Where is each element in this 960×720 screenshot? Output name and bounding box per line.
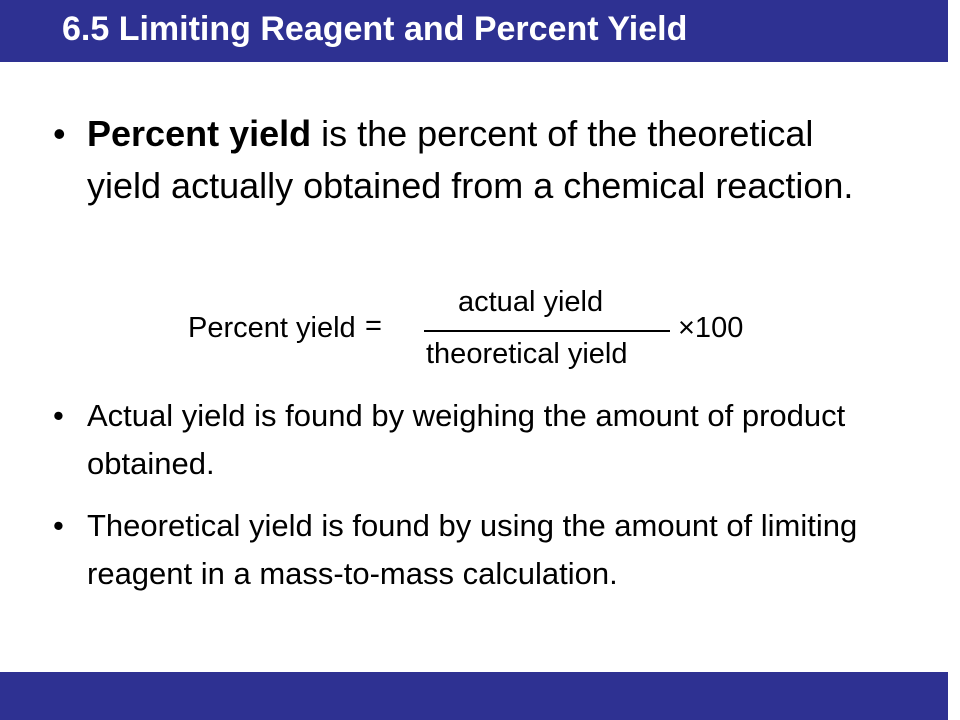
formula-denominator: theoretical yield xyxy=(426,338,628,370)
formula-equals: = xyxy=(365,310,382,342)
fraction-line xyxy=(424,330,670,332)
bullet-text: Theoretical yield is found by using the … xyxy=(87,508,858,591)
bullet-text: is the percent of the theoretical yield … xyxy=(87,113,854,206)
bullet: Actual yield is found by weighing the am… xyxy=(53,392,887,488)
bold-term: Percent yield xyxy=(87,113,312,154)
title: 6.5 Limiting Reagent and Percent Yield xyxy=(62,10,688,48)
formula-factor: ×100 xyxy=(678,312,744,344)
bullet: Theoretical yield is found by using the … xyxy=(53,502,887,598)
bullet-text: Actual yield is found by weighing the am… xyxy=(87,398,846,481)
footer-bar xyxy=(0,672,948,720)
formula-numerator: actual yield xyxy=(458,286,604,318)
bullet: Percent yield is the percent of the theo… xyxy=(53,108,867,212)
formula-lhs: Percent yield xyxy=(188,312,356,344)
header-bar: 6.5 Limiting Reagent and Percent Yield xyxy=(0,0,948,62)
